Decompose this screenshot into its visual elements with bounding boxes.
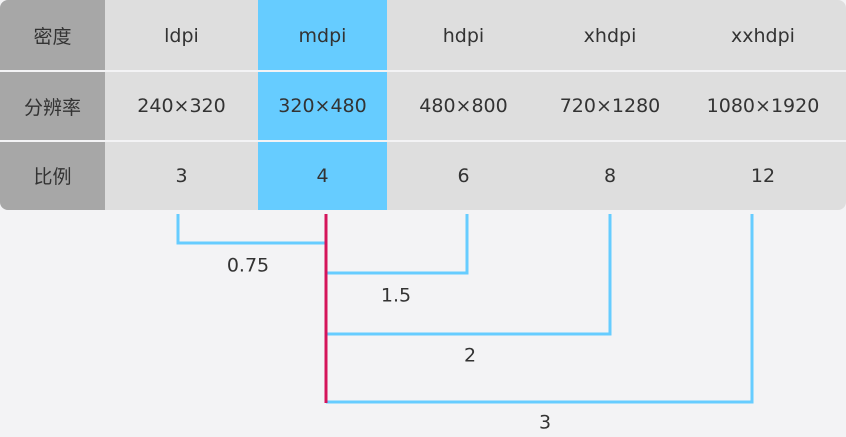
ratio-label: 2 [464, 345, 476, 367]
ratio-label: 1.5 [381, 285, 411, 307]
table-cell: 12 [750, 164, 776, 187]
density-table: 密度 ldpi mdpi hdpi xhdpi xxhdpi 分辨率 240×320 320×4… [0, 0, 846, 210]
table-cell: 8 [603, 164, 617, 187]
table-cell: xxhdpi [731, 24, 795, 47]
row-header: 比例 [0, 141, 105, 210]
table-cell: 4 [258, 141, 387, 210]
table-cell: xhdpi [583, 24, 637, 47]
row-header: 密度 [0, 0, 105, 71]
connector [176, 214, 326, 245]
table-cell: 320×480 [258, 71, 387, 141]
ratio-label: 3 [539, 412, 551, 434]
connector [326, 214, 754, 404]
table-cell: mdpi [258, 0, 387, 71]
table-cell: 6 [457, 164, 470, 187]
connector [326, 214, 612, 336]
row-header: 分辨率 [0, 71, 105, 141]
row-separator [0, 140, 846, 142]
table-cell: 480×800 [419, 95, 508, 117]
table-cell: 240×320 [137, 95, 226, 117]
connector [326, 214, 469, 275]
ratio-label: 0.75 [227, 255, 269, 277]
row-separator [0, 70, 846, 72]
table-cell: ldpi [164, 24, 199, 47]
table-cell: 1080×1920 [706, 95, 820, 117]
table-cell: 3 [175, 164, 188, 187]
table-cell: 720×1280 [559, 95, 661, 117]
table-cell: hdpi [442, 24, 485, 47]
